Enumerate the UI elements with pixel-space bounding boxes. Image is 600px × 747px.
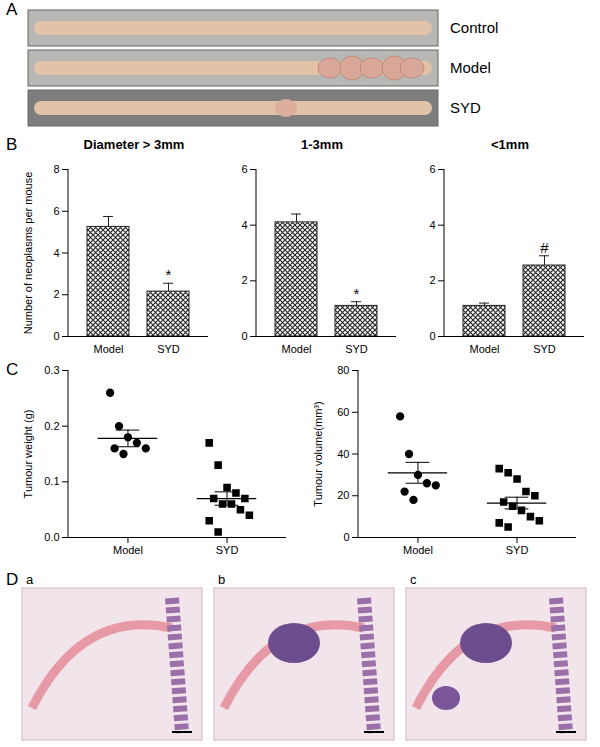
svg-text:80: 80 xyxy=(337,364,349,376)
svg-text:6: 6 xyxy=(429,163,435,175)
svg-text:6: 6 xyxy=(241,163,247,175)
svg-text:Model: Model xyxy=(282,343,312,355)
svg-text:8: 8 xyxy=(53,163,59,175)
svg-text:SYD: SYD xyxy=(157,343,180,355)
svg-text:4: 4 xyxy=(241,219,247,231)
svg-text:SYD: SYD xyxy=(450,99,481,116)
svg-text:4: 4 xyxy=(429,219,435,231)
svg-text:2: 2 xyxy=(241,274,247,286)
html-text:B: B xyxy=(6,135,18,154)
svg-text:SYD: SYD xyxy=(533,343,556,355)
html-text:C: C xyxy=(6,360,19,379)
html-text:Diameter > 3mm: Diameter > 3mm xyxy=(83,137,185,152)
svg-text:Model: Model xyxy=(470,343,500,355)
svg-text:0: 0 xyxy=(241,330,247,342)
svg-text:c: c xyxy=(410,572,417,587)
svg-text:Control: Control xyxy=(450,19,498,36)
svg-text:0: 0 xyxy=(53,330,59,342)
svg-text:40: 40 xyxy=(337,448,349,460)
svg-text:*: * xyxy=(166,266,172,283)
svg-text:Tumour volume(mm³): Tumour volume(mm³) xyxy=(312,401,324,506)
svg-text:60: 60 xyxy=(337,406,349,418)
svg-text:a: a xyxy=(26,572,34,587)
html-text:D: D xyxy=(6,570,19,589)
svg-text:Model: Model xyxy=(403,544,433,556)
svg-text:0.0: 0.0 xyxy=(44,531,59,543)
svg-text:SYD: SYD xyxy=(345,343,368,355)
svg-text:0: 0 xyxy=(343,531,349,543)
svg-text:Model: Model xyxy=(450,59,491,76)
svg-text:Model: Model xyxy=(113,544,143,556)
svg-text:Number of neoplasms per mouse: Number of neoplasms per mouse xyxy=(22,172,34,335)
svg-text:Tumour weight (g): Tumour weight (g) xyxy=(22,410,34,499)
svg-text:#: # xyxy=(540,239,549,256)
svg-text:4: 4 xyxy=(53,247,59,259)
html-text:1-3mm: 1-3mm xyxy=(301,137,343,152)
svg-text:SYD: SYD xyxy=(506,544,529,556)
svg-text:6: 6 xyxy=(53,205,59,217)
svg-text:0.2: 0.2 xyxy=(44,420,59,432)
svg-text:2: 2 xyxy=(429,274,435,286)
svg-text:2: 2 xyxy=(53,288,59,300)
svg-text:b: b xyxy=(218,572,225,587)
html-text:<1mm: <1mm xyxy=(491,137,529,152)
html-text:A: A xyxy=(6,0,18,19)
svg-text:0: 0 xyxy=(429,330,435,342)
svg-text:SYD: SYD xyxy=(216,544,239,556)
svg-text:0.3: 0.3 xyxy=(44,364,59,376)
svg-text:0.1: 0.1 xyxy=(44,475,59,487)
svg-text:20: 20 xyxy=(337,489,349,501)
svg-text:*: * xyxy=(354,285,360,302)
svg-text:Model: Model xyxy=(94,343,124,355)
